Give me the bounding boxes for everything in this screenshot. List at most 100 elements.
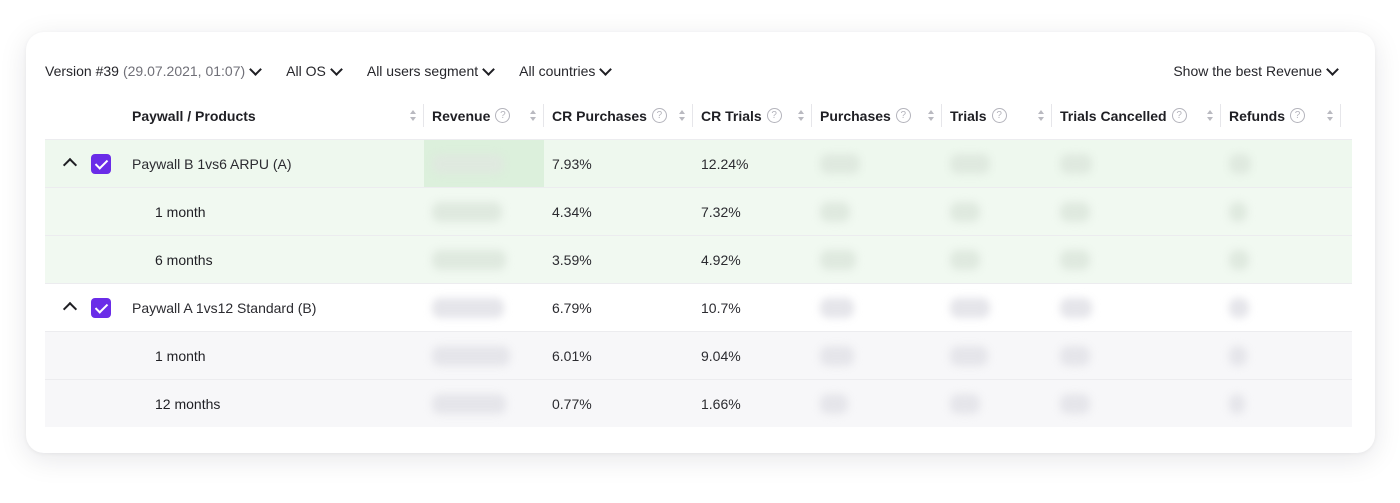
help-icon[interactable]: ? [651,108,667,123]
help-icon[interactable]: ? [991,108,1007,123]
version-label: Version #39 [45,63,119,79]
overflow-cell [1341,283,1352,332]
blurred-value [1229,297,1249,318]
blurred-value [1229,249,1249,270]
sort-icon[interactable] [1327,110,1333,121]
trials-cell [942,331,1052,380]
product-name: 6 months [124,235,424,284]
sort-icon[interactable] [410,110,416,121]
column-label: Trials [950,107,987,124]
overflow-cell [1341,379,1352,427]
revenue-cell [424,235,544,284]
segment-dropdown[interactable]: All users segment [367,62,496,79]
revenue-cell [424,331,544,380]
blurred-value [432,297,504,318]
column-label: Trials Cancelled [1060,107,1167,124]
chevron-up-icon[interactable] [62,301,78,316]
results-table-wrapper[interactable]: Paywall / Products Revenue ? CR [45,92,1352,427]
chevron-down-icon [329,62,343,76]
blurred-value [1229,345,1247,366]
table-row-product[interactable]: 6 months 3.59% 4.92% [45,235,1352,284]
refunds-cell [1221,379,1341,427]
check-icon [94,299,108,314]
experiment-results-card: Version #39 (29.07.2021, 01:07) All OS A… [26,32,1375,453]
blurred-value [1060,297,1092,318]
column-header-trials-cancelled[interactable]: Trials Cancelled ? [1052,92,1221,140]
blurred-value [432,153,504,174]
column-header-revenue[interactable]: Revenue ? [424,92,544,140]
purchases-cell [812,187,942,236]
blurred-value [1229,393,1245,414]
chevron-up-icon[interactable] [62,157,78,172]
cr-purchases-cell: 4.34% [544,187,693,236]
revenue-cell [424,187,544,236]
trials-cancelled-cell [1052,379,1221,427]
os-dropdown[interactable]: All OS [286,62,343,79]
help-icon[interactable]: ? [766,108,782,123]
sort-icon[interactable] [1207,110,1213,121]
countries-dropdown[interactable]: All countries [519,62,613,79]
help-icon[interactable]: ? [895,108,911,123]
product-name: 1 month [124,187,424,236]
column-label: CR Trials [701,107,762,124]
sort-icon[interactable] [530,110,536,121]
sort-icon[interactable] [928,110,934,121]
trials-cancelled-cell [1052,331,1221,380]
trials-cancelled-cell [1052,187,1221,236]
results-table: Paywall / Products Revenue ? CR [45,92,1352,427]
blurred-value [820,393,848,414]
column-header-cr-purchases[interactable]: CR Purchases ? [544,92,693,140]
refunds-cell [1221,235,1341,284]
column-header-refunds[interactable]: Refunds ? [1221,92,1341,140]
chevron-down-icon [482,62,496,76]
blurred-value [950,393,980,414]
table-header-row: Paywall / Products Revenue ? CR [45,92,1352,140]
column-header-product[interactable]: Paywall / Products [124,92,424,140]
overflow-cell [1341,139,1352,188]
cr-purchases-cell: 6.01% [544,331,693,380]
help-icon[interactable]: ? [495,108,511,123]
column-header-trials[interactable]: Trials ? [942,92,1052,140]
sort-icon[interactable] [679,110,685,121]
table-row-product[interactable]: 1 month 4.34% 7.32% [45,187,1352,236]
trials-cancelled-cell [1052,139,1221,188]
sort-icon[interactable] [798,110,804,121]
blurred-value [1229,153,1251,174]
column-header-purchases[interactable]: Purchases ? [812,92,942,140]
revenue-cell [424,283,544,332]
table-row-product[interactable]: 1 month 6.01% 9.04% [45,331,1352,380]
header-expand-cell [45,92,83,140]
blurred-value [820,153,860,174]
purchases-cell [812,331,942,380]
cr-purchases-cell: 3.59% [544,235,693,284]
version-dropdown[interactable]: Version #39 (29.07.2021, 01:07) [45,62,263,79]
product-name: 12 months [124,379,424,427]
table-row-paywall[interactable]: Paywall B 1vs6 ARPU (A) 7.93% 12.24% [45,139,1352,188]
blurred-value [432,345,510,366]
blurred-value [432,201,502,222]
blurred-value [820,249,856,270]
refunds-cell [1221,187,1341,236]
row-checkbox[interactable] [91,297,111,318]
check-icon [94,155,108,170]
row-checkbox[interactable] [91,153,111,174]
chevron-down-icon [249,62,263,76]
column-header-cr-trials[interactable]: CR Trials ? [693,92,812,140]
blurred-value [820,345,854,366]
blurred-value [950,249,980,270]
help-icon[interactable]: ? [1290,108,1305,123]
trials-cell [942,139,1052,188]
cr-purchases-cell: 6.79% [544,283,693,332]
help-icon[interactable]: ? [1171,108,1187,123]
cr-purchases-cell: 0.77% [544,379,693,427]
cr-trials-cell: 9.04% [693,331,812,380]
best-metric-dropdown[interactable]: Show the best Revenue [1173,62,1339,79]
table-row-paywall[interactable]: Paywall A 1vs12 Standard (B) 6.79% 10.7% [45,283,1352,332]
blurred-value [950,297,990,318]
blurred-value [1060,345,1090,366]
overflow-cell [1341,331,1352,380]
table-row-product[interactable]: 12 months 0.77% 1.66% [45,379,1352,427]
blurred-value [1060,201,1090,222]
sort-icon[interactable] [1038,110,1044,121]
chevron-down-icon [599,62,613,76]
